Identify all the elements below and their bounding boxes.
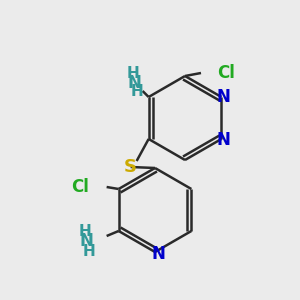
Text: H: H <box>82 244 95 259</box>
Text: N: N <box>128 74 142 92</box>
Text: Cl: Cl <box>217 64 235 82</box>
Text: H: H <box>126 65 139 80</box>
Text: N: N <box>216 88 230 106</box>
Text: N: N <box>216 131 230 149</box>
Text: N: N <box>151 245 165 263</box>
Text: H: H <box>78 224 91 238</box>
Text: N: N <box>80 232 94 250</box>
Text: Cl: Cl <box>71 178 88 196</box>
Text: H: H <box>130 85 143 100</box>
Text: S: S <box>124 158 137 176</box>
